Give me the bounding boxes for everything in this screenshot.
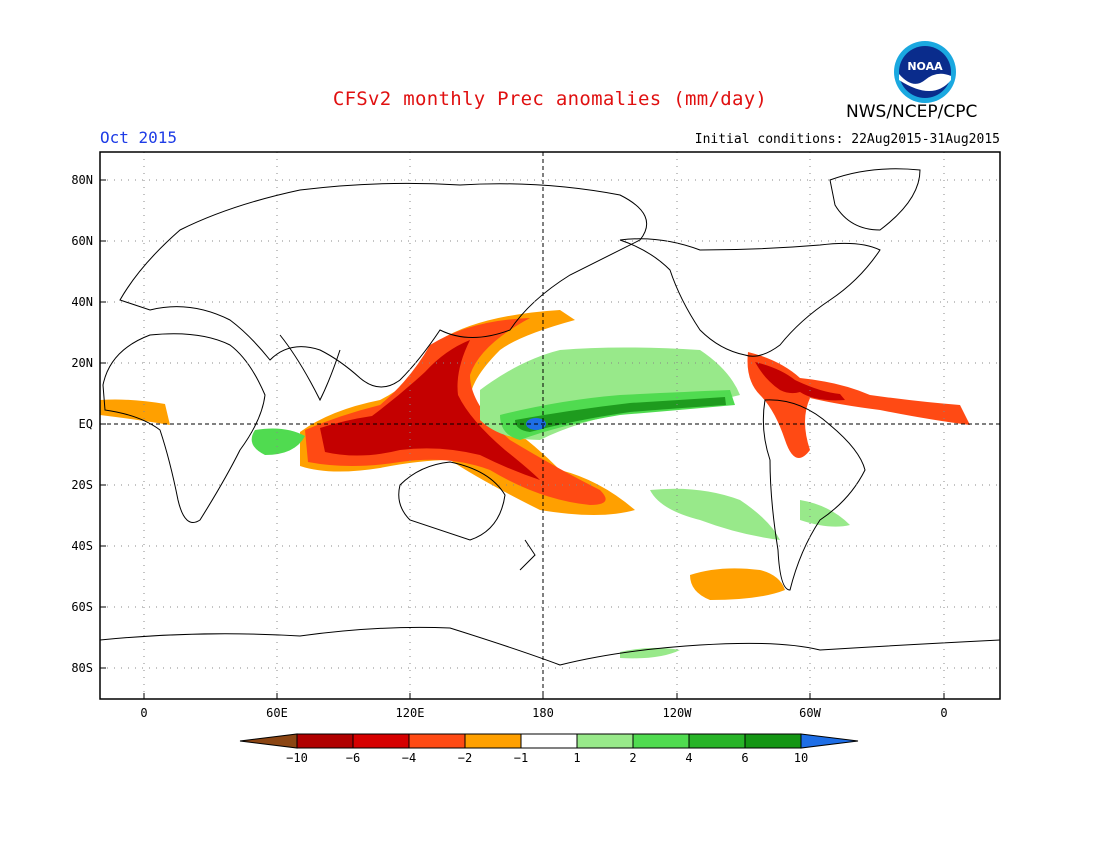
- lon-label: 120W: [663, 706, 693, 720]
- map-title: CFSv2 monthly Prec anomalies (mm/day): [332, 88, 768, 110]
- colorbar-swatch: [576, 733, 634, 749]
- tick-marks: [100, 179, 945, 699]
- coast-africa: [102, 333, 266, 523]
- lat-label: 80S: [71, 661, 93, 675]
- reference-lines: [100, 152, 1000, 699]
- colorbar-swatch: [632, 733, 690, 749]
- anomaly-shading: [100, 310, 970, 659]
- lon-label: 0: [140, 706, 147, 720]
- lat-label: 60S: [71, 600, 93, 614]
- lat-label: 20S: [71, 478, 93, 492]
- lon-label: 0: [940, 706, 947, 720]
- lon-label: 180: [532, 706, 554, 720]
- coastlines: [100, 168, 1000, 666]
- wet-anomaly-strong: [515, 397, 726, 432]
- colorbar-label: 1: [573, 751, 580, 765]
- initial-conditions-label: Initial conditions: 22Aug2015-31Aug2015: [694, 132, 1000, 147]
- colorbar-label: −1: [514, 751, 528, 765]
- lat-label: EQ: [79, 417, 93, 431]
- colorbar-swatch: [688, 733, 746, 749]
- colorbar-label: 4: [685, 751, 692, 765]
- colorbar-swatch: [744, 733, 802, 749]
- dry-anomaly-americas-core: [755, 362, 845, 401]
- noaa-logo-icon: NOAA: [894, 41, 956, 103]
- logo-text: NOAA: [907, 60, 943, 73]
- lon-label: 60W: [799, 706, 821, 720]
- colorbar-swatch: [408, 733, 466, 749]
- coast-australia: [398, 461, 506, 541]
- lon-label: 60E: [266, 706, 288, 720]
- dry-anomaly-americas: [747, 352, 970, 458]
- coast-north-america: [619, 238, 881, 357]
- colorbar-high-arrow: [800, 733, 859, 749]
- wet-anomaly-south-america: [800, 500, 850, 527]
- latitude-labels: 80N 60N 40N 20N EQ 20S 40S 60S 80S: [71, 173, 93, 675]
- colorbar-low-arrow: [239, 733, 298, 749]
- colorbar-label: −4: [402, 751, 416, 765]
- wet-anomaly-antarctic: [620, 647, 680, 659]
- dry-anomaly-south-atlantic: [690, 568, 785, 600]
- forecast-month-label: Oct 2015: [100, 128, 178, 147]
- coast-india: [279, 334, 341, 402]
- colorbar-legend: −10 −6 −4 −2 −1 1 2 4 6 10: [239, 733, 859, 765]
- colorbar-swatch: [520, 733, 578, 749]
- wet-anomaly-south-pacific: [650, 488, 780, 540]
- colorbar-label: −2: [458, 751, 472, 765]
- colorbar-label: 10: [794, 751, 808, 765]
- lat-label: 60N: [71, 234, 93, 248]
- coast-greenland: [829, 168, 921, 231]
- agency-label: NWS/NCEP/CPC: [846, 102, 978, 122]
- colorbar-swatch: [464, 733, 522, 749]
- map-border: [99, 151, 1001, 700]
- colorbar-label: 2: [629, 751, 636, 765]
- coast-antarctica: [100, 626, 1000, 666]
- graticule: [100, 152, 1000, 699]
- longitude-labels: 0 60E 120E 180 120W 60W 0: [140, 706, 947, 720]
- colorbar-swatch: [296, 733, 354, 749]
- lat-label: 20N: [71, 356, 93, 370]
- coast-new-zealand: [519, 539, 536, 571]
- colorbar-label: −10: [286, 751, 308, 765]
- lat-label: 80N: [71, 173, 93, 187]
- lat-label: 40S: [71, 539, 93, 553]
- colorbar-swatch: [352, 733, 410, 749]
- dry-anomaly-strong: [320, 340, 540, 480]
- colorbar-label: −6: [346, 751, 360, 765]
- lat-label: 40N: [71, 295, 93, 309]
- dry-anomaly-atlantic: [100, 399, 170, 425]
- wet-anomaly-indian: [251, 428, 305, 455]
- colorbar-label: 6: [741, 751, 748, 765]
- coast-south-america: [762, 399, 866, 591]
- lon-label: 120E: [396, 706, 425, 720]
